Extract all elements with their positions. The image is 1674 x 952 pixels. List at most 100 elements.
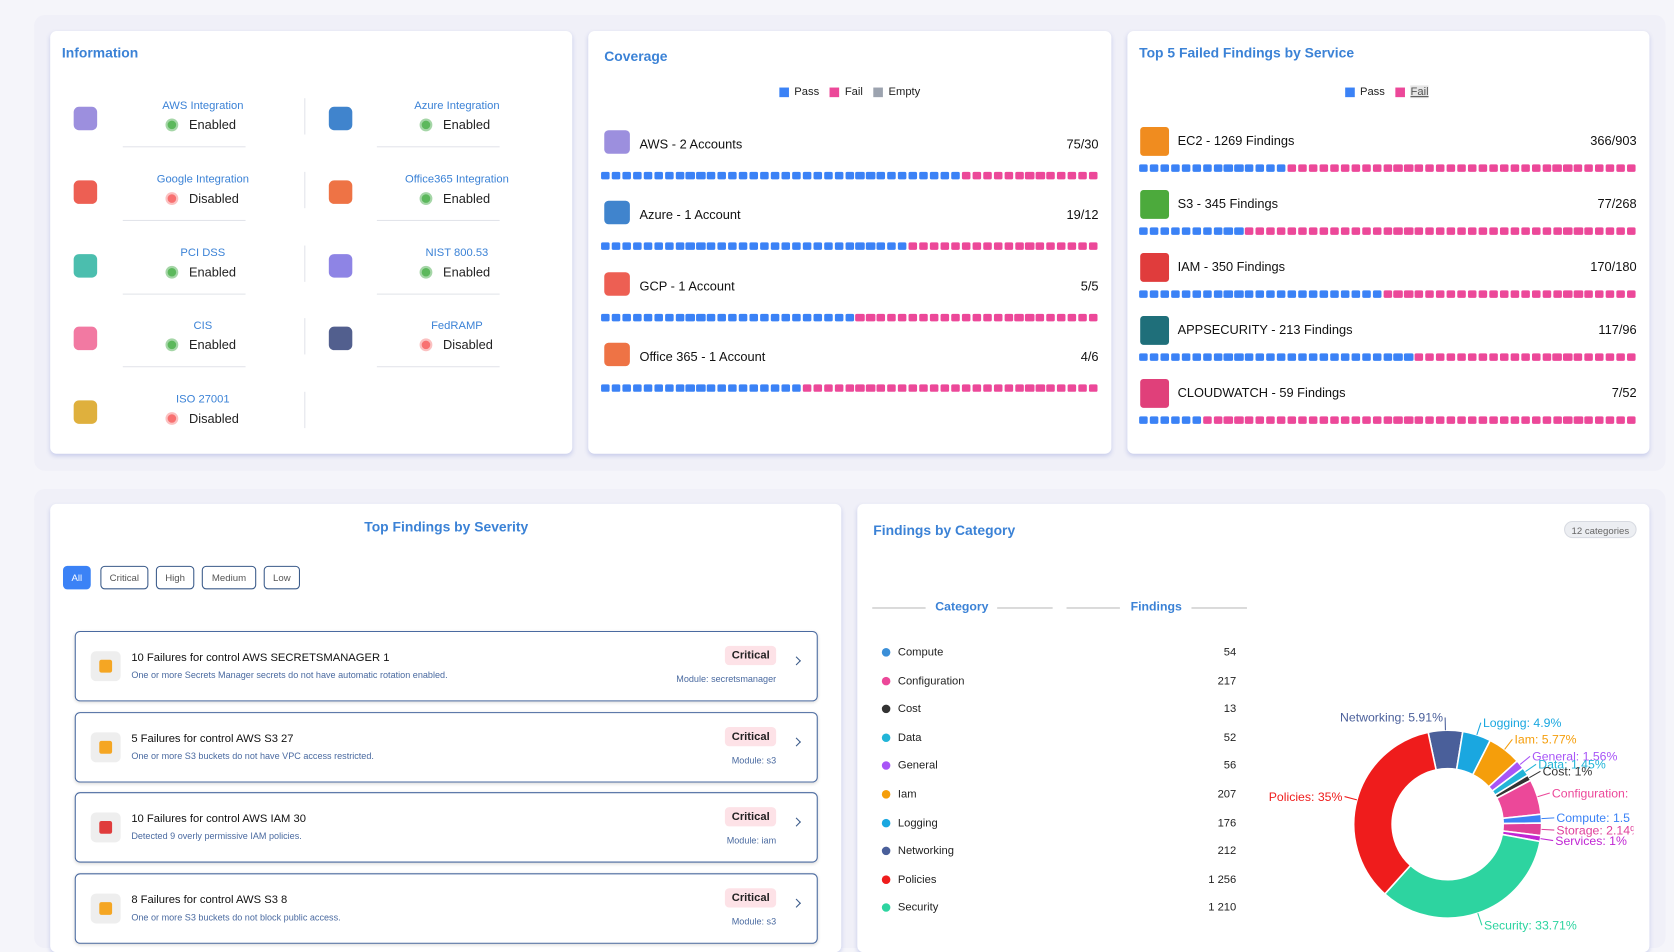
donut-slice xyxy=(1354,732,1436,894)
bar-segment xyxy=(760,172,769,179)
bar-segment xyxy=(707,172,716,179)
integration-name: Azure Integration xyxy=(361,99,553,112)
integration-name: ISO 27001 xyxy=(107,393,299,406)
account-icon xyxy=(604,272,630,295)
bar-segment xyxy=(1256,164,1265,171)
bar-segment xyxy=(1309,353,1318,360)
bar-segment xyxy=(1150,290,1159,297)
bar-segment xyxy=(940,313,949,320)
severity-filter[interactable]: Low xyxy=(264,566,300,589)
finding-card[interactable]: 10 Failures for control AWS SECRETSMANAG… xyxy=(75,631,818,701)
service-ratio: 170/180 xyxy=(1530,259,1637,274)
bar-segment xyxy=(1426,164,1435,171)
bar-segment xyxy=(1574,416,1583,423)
bar-segment xyxy=(898,313,907,320)
account-label: GCP - 1 Account xyxy=(639,278,734,293)
bar-segment xyxy=(1004,172,1013,179)
bar-segment xyxy=(983,172,992,179)
bar-segment xyxy=(1362,227,1371,234)
integration-status: Enabled xyxy=(420,117,491,132)
bar-segment xyxy=(1298,227,1307,234)
bar-segment xyxy=(1288,227,1297,234)
bar-segment xyxy=(1489,353,1498,360)
bar-segment xyxy=(697,313,706,320)
bar-segment xyxy=(1319,416,1328,423)
bar-segment xyxy=(1089,172,1098,179)
bar-segment xyxy=(1383,353,1392,360)
bar-segment xyxy=(1068,384,1077,391)
legend-label: Pass xyxy=(1360,85,1385,98)
status-text: Enabled xyxy=(443,191,490,206)
bar-segment xyxy=(1447,227,1456,234)
integration-icon xyxy=(74,401,97,424)
severity-filter[interactable]: All xyxy=(63,566,91,589)
bar-segment xyxy=(803,243,812,250)
bar-segment xyxy=(675,384,684,391)
bar-segment xyxy=(728,172,737,179)
bar-segment xyxy=(1415,290,1424,297)
bar-segment xyxy=(972,172,981,179)
bar-segment xyxy=(1542,416,1551,423)
bar-segment xyxy=(887,313,896,320)
bar-segment xyxy=(1457,416,1466,423)
bar-segment xyxy=(1057,172,1066,179)
legend-item: Pass xyxy=(779,85,819,98)
bar-segment xyxy=(1627,227,1636,234)
bar-segment xyxy=(845,384,854,391)
category-dot xyxy=(882,648,891,657)
bar-segment xyxy=(824,384,833,391)
bar-segment xyxy=(845,172,854,179)
bar-segment xyxy=(1489,416,1498,423)
service-icon xyxy=(1140,316,1169,345)
donut-slice xyxy=(1385,834,1540,918)
bar-segment xyxy=(1521,227,1530,234)
category-name: General xyxy=(898,759,938,772)
bar-segment xyxy=(1606,353,1615,360)
bar-segment xyxy=(940,243,949,250)
bar-segment xyxy=(813,384,822,391)
bar-segment xyxy=(1036,384,1045,391)
bar-segment xyxy=(1553,227,1562,234)
bar-segment xyxy=(909,313,918,320)
account-ratio: 4/6 xyxy=(992,349,1099,364)
header-rule xyxy=(997,607,1053,608)
bar-segment xyxy=(1298,416,1307,423)
bar-segment xyxy=(930,384,939,391)
bar-segment xyxy=(856,172,865,179)
bar-segment xyxy=(856,243,865,250)
bar-segment xyxy=(633,172,642,179)
bar-segment xyxy=(1627,353,1636,360)
status-text: Enabled xyxy=(443,117,490,132)
bar-segment xyxy=(1025,172,1034,179)
bar-segment xyxy=(1479,353,1488,360)
severity-filter[interactable]: Critical xyxy=(100,566,148,589)
bar-segment xyxy=(1213,227,1222,234)
divider xyxy=(377,367,500,368)
bar-segment xyxy=(1394,290,1403,297)
bar-segment xyxy=(1553,416,1562,423)
divider xyxy=(304,245,305,281)
bar-segment xyxy=(813,172,822,179)
finding-title: 5 Failures for control AWS S3 27 xyxy=(131,732,293,745)
bar-segment xyxy=(1457,164,1466,171)
bar-segment xyxy=(1245,227,1254,234)
bar-segment xyxy=(707,384,716,391)
bar-segment xyxy=(1319,227,1328,234)
severity-filter[interactable]: Medium xyxy=(202,566,256,589)
bar-segment xyxy=(1532,164,1541,171)
bar-segment xyxy=(983,384,992,391)
bar-segment xyxy=(1203,290,1212,297)
bar-segment xyxy=(866,172,875,179)
bar-segment xyxy=(781,313,790,320)
bar-segment xyxy=(909,172,918,179)
bar-segment xyxy=(771,243,780,250)
severity-filter[interactable]: High xyxy=(156,566,194,589)
slice-label: Configuration: xyxy=(1552,786,1628,800)
bar-segment xyxy=(1277,416,1286,423)
bar-segment xyxy=(1447,290,1456,297)
bar-segment xyxy=(1309,416,1318,423)
bar-segment xyxy=(1288,164,1297,171)
